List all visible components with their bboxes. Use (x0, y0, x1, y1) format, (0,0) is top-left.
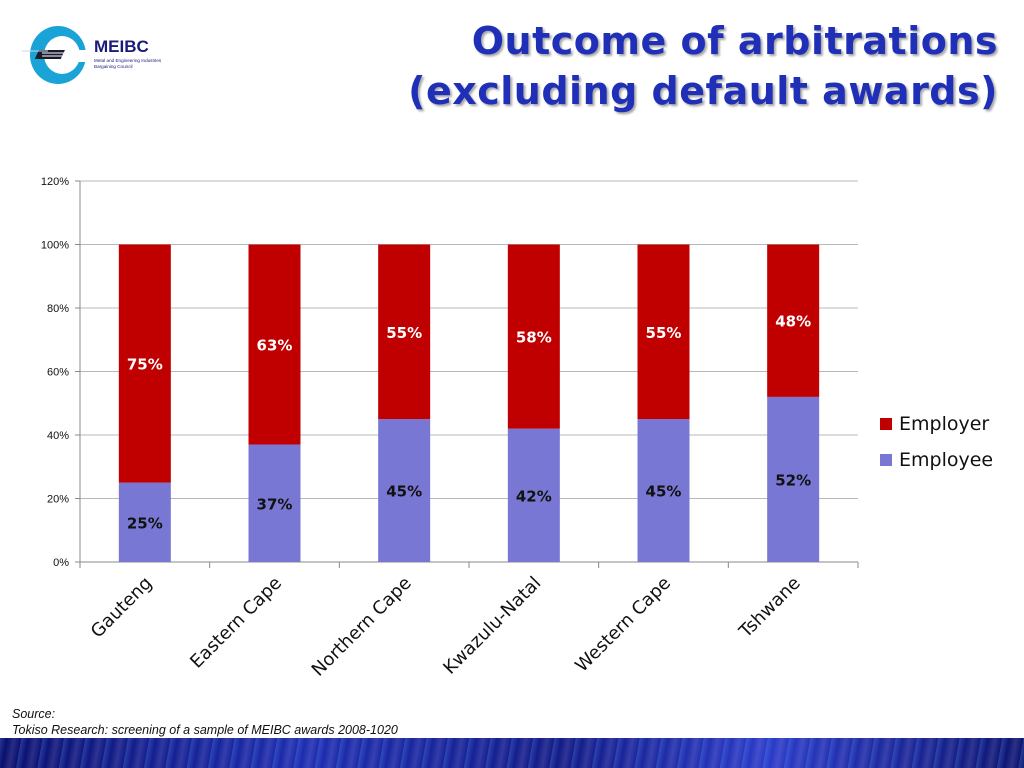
slide-title: Outcome of arbitrations (excluding defau… (298, 16, 998, 116)
data-label-employee: 45% (646, 483, 682, 501)
data-label-employee: 25% (127, 514, 163, 532)
source-note: Source: Tokiso Research: screening of a … (12, 706, 398, 738)
data-label-employer: 48% (775, 313, 811, 331)
bar-employer (248, 244, 301, 445)
source-label: Source: (12, 707, 56, 721)
legend-item-employee: Employee (880, 442, 993, 478)
footer-band (0, 738, 1024, 768)
data-label-employer: 75% (127, 356, 163, 374)
logo-subtitle-1: Metal and Engineering Industries (94, 58, 162, 63)
stacked-bar-chart: 0% 20% 40% 60% 80% 100% 120% 25% 75% Gauteng 37% 63… (41, 176, 859, 681)
bar-employer (637, 244, 690, 420)
bar-employer (507, 244, 560, 429)
legend-label-employee: Employee (899, 449, 994, 471)
data-label-employer: 58% (516, 329, 552, 347)
bar-employee (507, 428, 560, 562)
meibc-logo: MEIBC Metal and Engineering Industries B… (22, 26, 162, 84)
x-tick-label: Kwazulu-Natal (439, 573, 545, 679)
x-tick-label: Eastern Cape (186, 573, 286, 673)
bar-employer (767, 244, 820, 397)
title-line-1: Outcome of arbitrations (471, 19, 998, 63)
y-tick-label: 40% (47, 430, 69, 442)
source-text: Tokiso Research: screening of a sample o… (12, 723, 398, 737)
y-tick-label: 0% (53, 557, 69, 569)
y-tick-label: 20% (47, 494, 69, 506)
y-tick-label: 100% (41, 240, 69, 252)
logo-text: MEIBC (94, 37, 149, 56)
title-line-2: (excluding default awards) (408, 69, 998, 113)
x-tick-label: Gauteng (87, 573, 157, 643)
bar-employee (378, 419, 431, 562)
bar-employee (637, 419, 690, 562)
y-tick-label: 120% (41, 176, 69, 188)
x-tick-label: Northern Cape (308, 573, 416, 681)
data-label-employee: 52% (775, 471, 811, 489)
y-tick-label: 60% (47, 367, 69, 379)
data-label-employer: 55% (646, 324, 682, 342)
bar-employee (248, 444, 301, 562)
bar-employer (378, 244, 431, 420)
data-label-employee: 37% (257, 495, 293, 513)
data-label-employer: 55% (386, 324, 422, 342)
logo-subtitle-2: Bargaining Council (94, 64, 133, 69)
data-label-employer: 63% (257, 337, 293, 355)
legend-item-employer: Employer (880, 406, 993, 442)
chart-legend: Employer Employee (880, 406, 993, 478)
x-tick-label: Tshwane (735, 573, 805, 643)
bar-employee (767, 396, 820, 562)
x-tick-label: Western Cape (571, 573, 675, 677)
y-tick-label: 80% (47, 303, 69, 315)
bar-employer (118, 244, 171, 483)
data-label-employee: 45% (386, 483, 422, 501)
data-label-employee: 42% (516, 487, 552, 505)
legend-swatch-employer (880, 418, 892, 430)
bar-employee (118, 482, 171, 562)
legend-label-employer: Employer (899, 413, 990, 435)
legend-swatch-employee (880, 454, 892, 466)
